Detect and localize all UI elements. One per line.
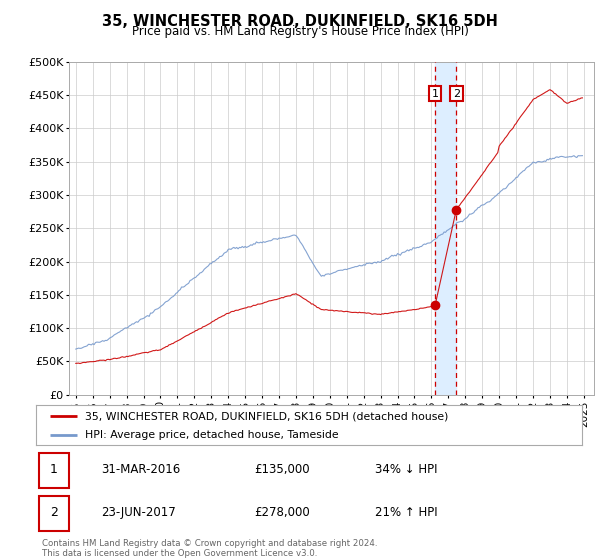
Text: 1: 1 — [431, 88, 439, 99]
Text: 21% ↑ HPI: 21% ↑ HPI — [374, 506, 437, 520]
Text: HPI: Average price, detached house, Tameside: HPI: Average price, detached house, Tame… — [85, 430, 339, 440]
Text: 35, WINCHESTER ROAD, DUKINFIELD, SK16 5DH (detached house): 35, WINCHESTER ROAD, DUKINFIELD, SK16 5D… — [85, 411, 449, 421]
FancyBboxPatch shape — [39, 452, 69, 488]
Text: 23-JUN-2017: 23-JUN-2017 — [101, 506, 176, 520]
Text: 34% ↓ HPI: 34% ↓ HPI — [374, 463, 437, 477]
Text: 1: 1 — [50, 463, 58, 477]
Text: 31-MAR-2016: 31-MAR-2016 — [101, 463, 181, 477]
Text: £135,000: £135,000 — [254, 463, 310, 477]
Text: 35, WINCHESTER ROAD, DUKINFIELD, SK16 5DH: 35, WINCHESTER ROAD, DUKINFIELD, SK16 5D… — [102, 14, 498, 29]
Text: Contains HM Land Registry data © Crown copyright and database right 2024.
This d: Contains HM Land Registry data © Crown c… — [42, 539, 377, 558]
Text: £278,000: £278,000 — [254, 506, 310, 520]
Text: 2: 2 — [50, 506, 58, 520]
Bar — [435, 62, 457, 395]
Text: Price paid vs. HM Land Registry's House Price Index (HPI): Price paid vs. HM Land Registry's House … — [131, 25, 469, 38]
Text: 2: 2 — [453, 88, 460, 99]
FancyBboxPatch shape — [39, 496, 69, 531]
